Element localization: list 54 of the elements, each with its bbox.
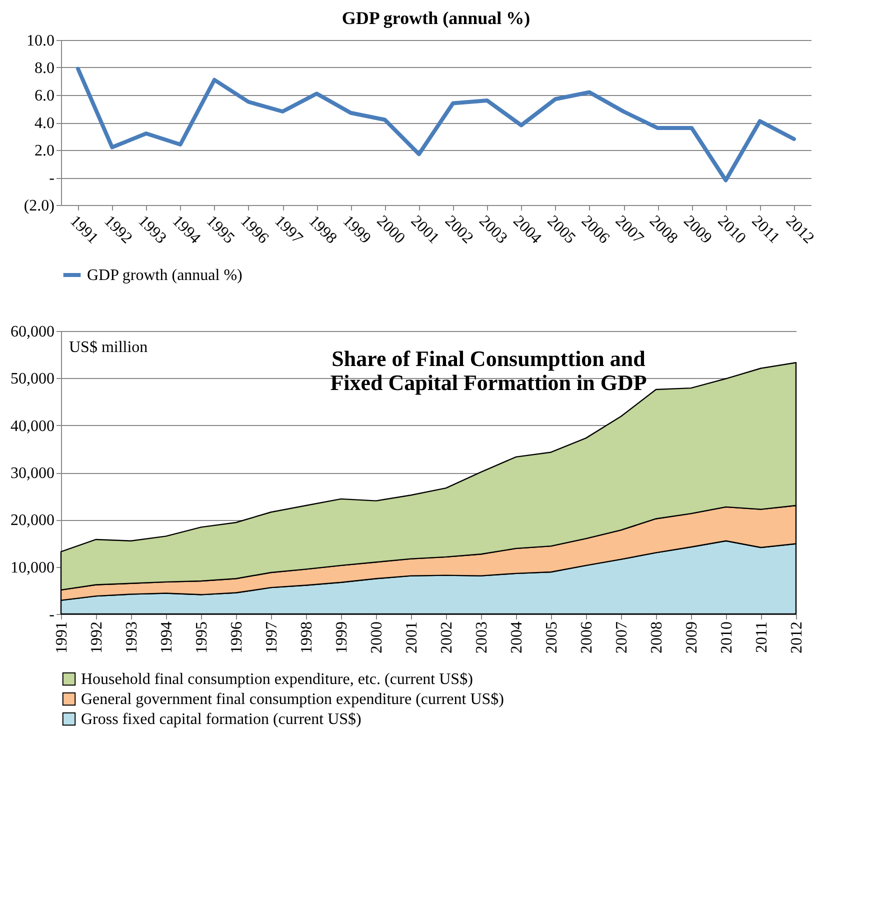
x-tick-label: 1995 (202, 212, 238, 248)
x-tick-label: 1996 (236, 212, 272, 248)
x-tick-label: 1991 (54, 622, 70, 654)
y-tick-label: 40,000 (10, 418, 54, 435)
y-tick-label: - (49, 170, 54, 187)
x-tick-label: 1996 (228, 622, 246, 654)
y-tick-label: 30,000 (10, 465, 54, 482)
chart-title: GDP growth (annual %) (342, 8, 530, 28)
y-tick-label: 50,000 (10, 370, 54, 388)
y-tick-label: - (49, 606, 54, 624)
x-tick-label: 1992 (100, 212, 136, 248)
x-tick-label: 1993 (134, 212, 170, 248)
x-tick-label: 1997 (271, 212, 306, 248)
x-tick-label: 2005 (544, 622, 560, 654)
x-tick-label: 1999 (334, 622, 350, 654)
y-tick-label: (2.0) (24, 198, 54, 214)
x-tick-label: 1998 (305, 212, 340, 248)
legend-label: GDP growth (annual %) (87, 267, 242, 284)
x-tick-label: 1992 (88, 622, 106, 654)
x-tick-label: 2007 (612, 212, 647, 248)
y-tick-label: 20,000 (10, 512, 54, 530)
x-tick-label: 1993 (124, 622, 140, 654)
x-tick-label: 2001 (404, 622, 420, 654)
y-tick-label: 60,000 (10, 324, 54, 340)
x-tick-label: 2004 (508, 622, 526, 654)
y-tick-label: 4.0 (34, 115, 54, 132)
x-tick-label: 2008 (648, 622, 666, 654)
x-tick-label: 2012 (788, 622, 806, 654)
legend-label: Household final consumption expenditure, etc. (current US$) (81, 671, 473, 688)
y-tick-label: 10.0 (26, 32, 54, 50)
text: Share of Final Consumpttion and Fixed Capital Formattion in GDP (330, 346, 647, 395)
annotation: US$ million (69, 339, 148, 356)
x-tick-label: 2006 (578, 622, 596, 654)
x-tick-label: 2000 (368, 622, 386, 654)
legend-label: General government final consumption expenditure (current US$) (81, 691, 504, 708)
x-tick-label: 1991 (66, 212, 102, 248)
y-tick-label: 8.0 (34, 60, 54, 77)
x-tick-label: 2002 (438, 622, 456, 654)
line-series (76, 66, 796, 182)
y-tick-label: 6.0 (34, 88, 54, 104)
y-tick-label: 10,000 (10, 559, 54, 576)
x-tick-label: 2007 (614, 622, 630, 654)
x-tick-label: 1994 (168, 212, 204, 248)
x-tick-label: 2011 (754, 622, 770, 653)
x-tick-label: 2010 (718, 622, 736, 654)
legend-label: Gross fixed capital formation (current US$) (81, 711, 362, 728)
x-tick-label: 1998 (298, 622, 316, 654)
x-tick-label: 2009 (684, 622, 700, 654)
x-tick-label: 2003 (474, 622, 490, 654)
x-tick-label: 1994 (158, 622, 176, 654)
x-tick-label: 1999 (339, 212, 374, 248)
x-tick-label: 1995 (194, 622, 210, 654)
y-tick-label: 2.0 (34, 142, 54, 160)
x-tick-label: 1997 (264, 622, 280, 654)
